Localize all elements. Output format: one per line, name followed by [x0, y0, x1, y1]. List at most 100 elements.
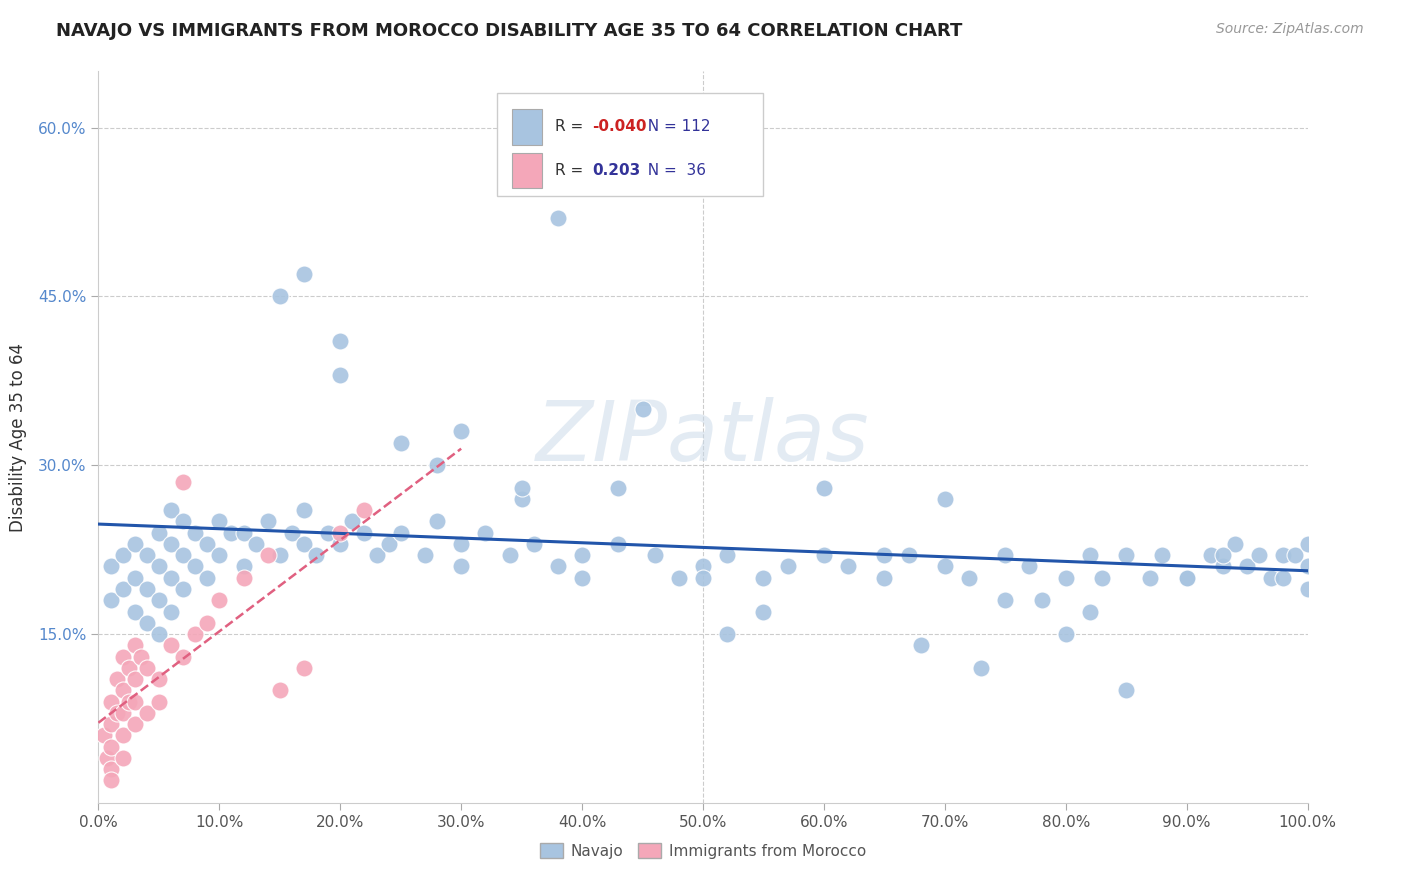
Point: [1031, 593, 1053, 607]
Point: [692, 559, 714, 574]
Point: [389, 435, 412, 450]
Point: [184, 559, 207, 574]
Point: [389, 525, 412, 540]
Point: [813, 481, 835, 495]
Point: [910, 638, 932, 652]
Point: [1078, 605, 1101, 619]
Point: [93, 728, 115, 742]
Point: [245, 537, 267, 551]
Point: [1091, 571, 1114, 585]
Point: [668, 571, 690, 585]
Point: [135, 582, 157, 596]
Point: [184, 525, 207, 540]
Point: [934, 491, 956, 506]
Point: [1175, 571, 1198, 585]
Point: [208, 548, 231, 562]
Point: [1212, 548, 1234, 562]
Text: -0.040: -0.040: [592, 120, 647, 135]
Point: [329, 334, 352, 349]
Point: [118, 694, 141, 708]
Point: [1236, 559, 1258, 574]
Point: [111, 683, 134, 698]
FancyBboxPatch shape: [512, 110, 543, 145]
Legend: Navajo, Immigrants from Morocco: Navajo, Immigrants from Morocco: [534, 837, 872, 864]
Point: [1272, 571, 1295, 585]
Point: [752, 571, 775, 585]
Text: N =  36: N = 36: [638, 163, 706, 178]
Point: [172, 475, 194, 489]
Point: [510, 491, 533, 506]
Point: [994, 548, 1017, 562]
Point: [1054, 571, 1077, 585]
Point: [413, 548, 436, 562]
Point: [100, 762, 122, 776]
Point: [269, 683, 291, 698]
Point: [105, 706, 128, 720]
Point: [232, 571, 254, 585]
Text: 0.203: 0.203: [592, 163, 640, 178]
Point: [510, 177, 533, 191]
Point: [100, 717, 122, 731]
Point: [607, 481, 630, 495]
Point: [111, 706, 134, 720]
Point: [208, 593, 231, 607]
Point: [1152, 548, 1174, 562]
Point: [1212, 559, 1234, 574]
Point: [1018, 559, 1040, 574]
Point: [148, 627, 170, 641]
Point: [124, 537, 146, 551]
Point: [813, 548, 835, 562]
Point: [897, 548, 920, 562]
Point: [1115, 548, 1137, 562]
Point: [329, 368, 352, 383]
Point: [970, 661, 993, 675]
Point: [232, 559, 254, 574]
Point: [172, 548, 194, 562]
Text: NAVAJO VS IMMIGRANTS FROM MOROCCO DISABILITY AGE 35 TO 64 CORRELATION CHART: NAVAJO VS IMMIGRANTS FROM MOROCCO DISABI…: [56, 22, 963, 40]
Point: [426, 515, 449, 529]
Point: [1223, 537, 1246, 551]
Point: [752, 605, 775, 619]
Point: [776, 559, 799, 574]
Point: [118, 661, 141, 675]
Point: [148, 694, 170, 708]
Point: [292, 661, 315, 675]
Text: R =: R =: [555, 120, 589, 135]
Point: [644, 548, 666, 562]
Point: [342, 515, 364, 529]
Point: [111, 582, 134, 596]
Point: [1175, 571, 1198, 585]
Point: [148, 672, 170, 686]
Point: [292, 267, 315, 281]
Point: [523, 537, 546, 551]
Point: [111, 728, 134, 742]
Point: [148, 593, 170, 607]
Text: Source: ZipAtlas.com: Source: ZipAtlas.com: [1216, 22, 1364, 37]
Point: [124, 638, 146, 652]
FancyBboxPatch shape: [498, 94, 763, 195]
Point: [172, 649, 194, 664]
Point: [631, 401, 654, 416]
Point: [1284, 548, 1306, 562]
Point: [1296, 537, 1319, 551]
Point: [100, 739, 122, 754]
Point: [571, 548, 593, 562]
Point: [353, 525, 375, 540]
Point: [957, 571, 980, 585]
Point: [208, 515, 231, 529]
Point: [96, 751, 118, 765]
Point: [124, 694, 146, 708]
Point: [450, 425, 472, 439]
Point: [111, 649, 134, 664]
Point: [172, 582, 194, 596]
Point: [450, 537, 472, 551]
FancyBboxPatch shape: [512, 153, 543, 188]
Point: [1296, 582, 1319, 596]
Point: [305, 548, 328, 562]
Point: [377, 537, 399, 551]
Point: [195, 537, 218, 551]
Point: [510, 481, 533, 495]
Point: [160, 537, 183, 551]
Point: [124, 717, 146, 731]
Y-axis label: Disability Age 35 to 64: Disability Age 35 to 64: [8, 343, 27, 532]
